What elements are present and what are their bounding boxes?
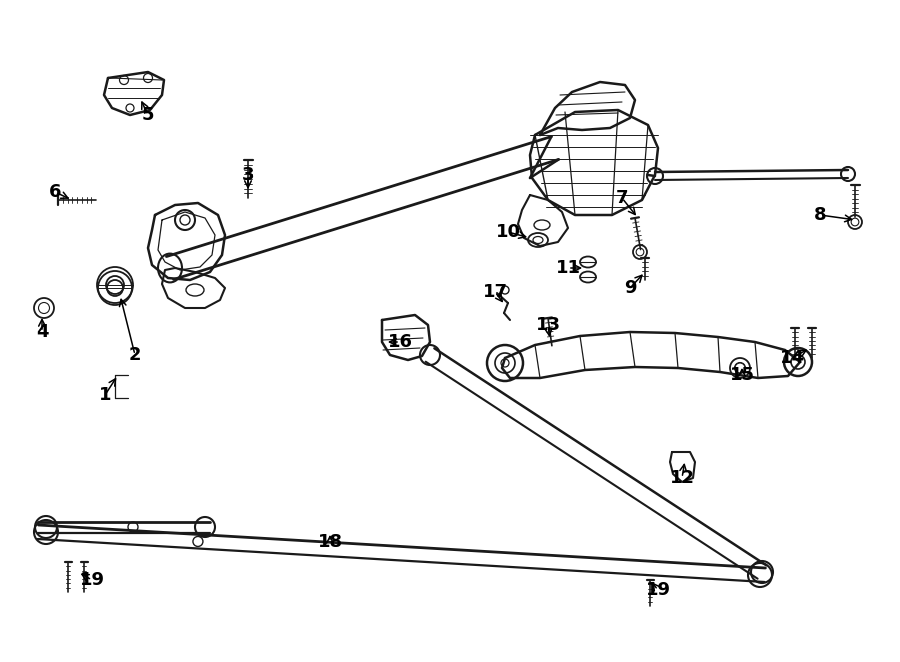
Text: 18: 18: [318, 533, 343, 551]
Text: 1: 1: [99, 386, 112, 404]
Text: 19: 19: [645, 581, 670, 599]
Text: 5: 5: [142, 106, 154, 124]
Text: 12: 12: [670, 469, 695, 487]
Text: 19: 19: [79, 571, 104, 589]
Text: 16: 16: [388, 333, 412, 351]
Text: 4: 4: [36, 323, 49, 341]
Text: 17: 17: [482, 283, 508, 301]
Text: 14: 14: [779, 349, 805, 367]
Text: 13: 13: [536, 316, 561, 334]
Text: 2: 2: [129, 346, 141, 364]
Text: 10: 10: [496, 223, 520, 241]
Text: 3: 3: [242, 166, 254, 184]
Text: 6: 6: [49, 183, 61, 201]
Text: 8: 8: [814, 206, 826, 224]
Text: 11: 11: [555, 259, 580, 277]
Text: 7: 7: [616, 189, 628, 207]
Text: 15: 15: [730, 366, 754, 384]
Text: 9: 9: [624, 279, 636, 297]
